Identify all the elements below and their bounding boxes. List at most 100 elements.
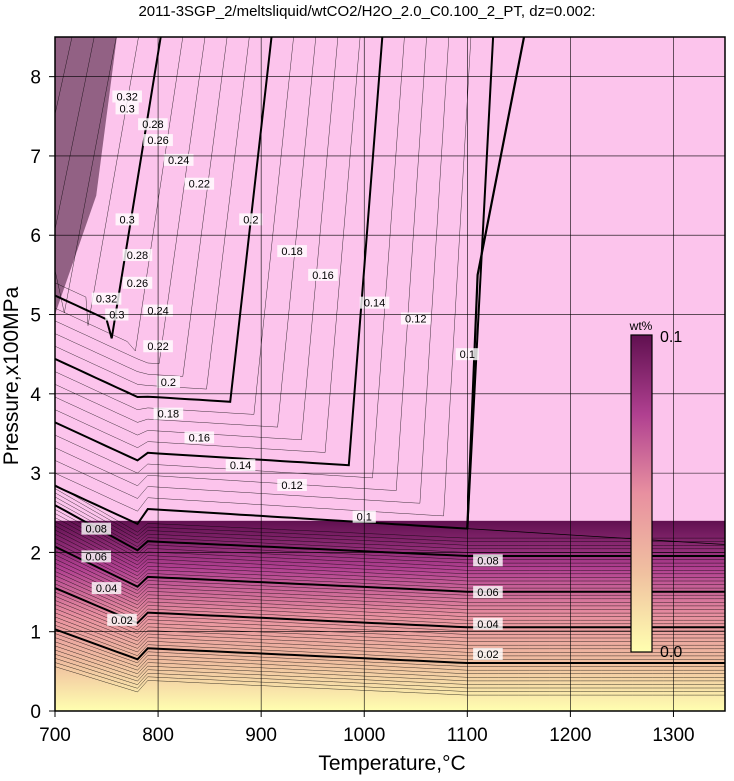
contour-line — [55, 666, 725, 696]
y-tick-label: 1 — [30, 623, 41, 644]
contour-label: 0.06 — [477, 587, 498, 599]
contour-line — [55, 37, 472, 517]
contour-label-bg — [81, 522, 112, 535]
y-tick-label: 8 — [30, 68, 41, 89]
contour-line — [55, 620, 725, 657]
x-tick-label: 800 — [142, 725, 174, 746]
contour-line — [55, 513, 725, 564]
contour-label: 0.32 — [116, 91, 137, 103]
contour-label-bg — [156, 375, 180, 388]
colorbar-max-label: 0.1 — [660, 329, 682, 346]
contour-label-bg — [308, 268, 338, 281]
colorbar: wt% 0.1 0.0 — [629, 319, 683, 661]
contour-label: 0.2 — [243, 214, 258, 226]
contour-line — [55, 37, 139, 326]
contour-label: 0.16 — [312, 270, 333, 282]
contour-label-bg — [359, 296, 390, 309]
contour-label: 0.24 — [168, 155, 189, 167]
contour-label: 0.18 — [281, 246, 302, 258]
contour-label-bg — [122, 249, 153, 262]
contour-label-bg — [122, 276, 153, 289]
contour-line — [55, 37, 339, 441]
contour-line — [55, 662, 725, 692]
contour-label-bg — [163, 153, 194, 166]
contour-line — [55, 628, 725, 664]
contour-line — [55, 624, 725, 660]
contour-label: 0.04 — [477, 619, 498, 631]
contour-label-bg — [107, 613, 137, 626]
contour-label-bg — [400, 312, 431, 325]
contour-label: 0.08 — [477, 555, 498, 567]
contour-label-bg — [473, 617, 503, 630]
contour-line — [55, 612, 725, 650]
contour-line — [55, 37, 228, 377]
colorbar-min-label: 0.0 — [660, 644, 682, 661]
contour-label-bg — [473, 647, 503, 660]
x-tick-label: 1000 — [343, 725, 385, 746]
melt-boundary — [466, 37, 526, 529]
contour-label: 0.14 — [364, 298, 385, 310]
contour-label: 0.28 — [142, 119, 163, 131]
melt-boundary — [467, 528, 725, 545]
contour-label: 0.22 — [189, 179, 210, 191]
contour-line — [55, 575, 725, 617]
chart-title: 2011-3SGP_2/meltsliquid/wtCO2/H2O_2.0_C0… — [138, 3, 595, 20]
contour-line — [55, 567, 725, 610]
contour-label: 0.02 — [111, 615, 132, 627]
contour-label: 0.14 — [230, 460, 251, 472]
y-axis-label: Pressure,x100MPa — [0, 286, 23, 465]
contour-line — [0, 37, 6, 250]
axes: 700 800 900 1000 1100 1200 1300 0 1 2 3 4 5 6 7 8 — [30, 36, 726, 746]
contour-line — [55, 616, 725, 653]
contour-label: 0.18 — [158, 409, 179, 421]
contour-label: 0.12 — [405, 313, 426, 325]
contour-label: 0.06 — [86, 551, 107, 563]
contour-line — [55, 587, 725, 629]
contour-line — [55, 509, 725, 560]
y-tick-label: 4 — [30, 385, 41, 406]
contour-line — [55, 37, 450, 504]
contour-label-bg — [473, 554, 503, 567]
contour-line — [55, 600, 725, 639]
x-axis-label: Temperature,°C — [318, 752, 465, 775]
contour-label: 0.2 — [161, 377, 176, 389]
contour-line — [55, 37, 95, 231]
contour-label-bg — [115, 213, 139, 226]
contour-label-bg — [184, 177, 215, 190]
melt-field — [55, 37, 725, 521]
contour-line — [55, 529, 725, 578]
contour-line — [55, 637, 725, 671]
contour-label: 0.3 — [120, 214, 135, 226]
contour-line — [0, 37, 50, 275]
contour-label: 0.3 — [109, 310, 124, 322]
contour-line — [55, 595, 725, 635]
contour-line — [55, 521, 725, 571]
plot-clip-group: 0.020.040.060.080.10.120.140.160.180.20.… — [0, 37, 725, 711]
contour-line — [55, 633, 725, 667]
contour-label-bg — [277, 479, 307, 492]
y-tick-label: 2 — [30, 543, 41, 564]
contour-line — [55, 608, 725, 646]
contour-label: 0.12 — [281, 480, 302, 492]
contour-line — [55, 37, 384, 467]
x-tick-label: 700 — [39, 725, 71, 746]
x-tick-label: 900 — [245, 725, 277, 746]
contour-line — [55, 545, 725, 593]
y-tick-label: 3 — [30, 464, 41, 485]
contour-line — [55, 554, 725, 600]
contour-line — [55, 37, 361, 453]
contour-label: 0.02 — [477, 649, 498, 661]
contour-line — [55, 37, 117, 313]
contour-line — [55, 579, 725, 621]
x-tick-label: 1100 — [447, 725, 488, 746]
y-tick-label: 5 — [30, 306, 41, 327]
contour-label: 0.04 — [96, 583, 117, 595]
contour-label: 0.3 — [120, 103, 135, 115]
contour-line — [55, 37, 73, 116]
contour-label: 0.26 — [127, 278, 148, 290]
contour-label-bg — [153, 407, 184, 420]
contour-label-bg — [239, 213, 263, 226]
low-pressure-field — [55, 520, 725, 711]
contour-label-bg — [225, 459, 256, 472]
